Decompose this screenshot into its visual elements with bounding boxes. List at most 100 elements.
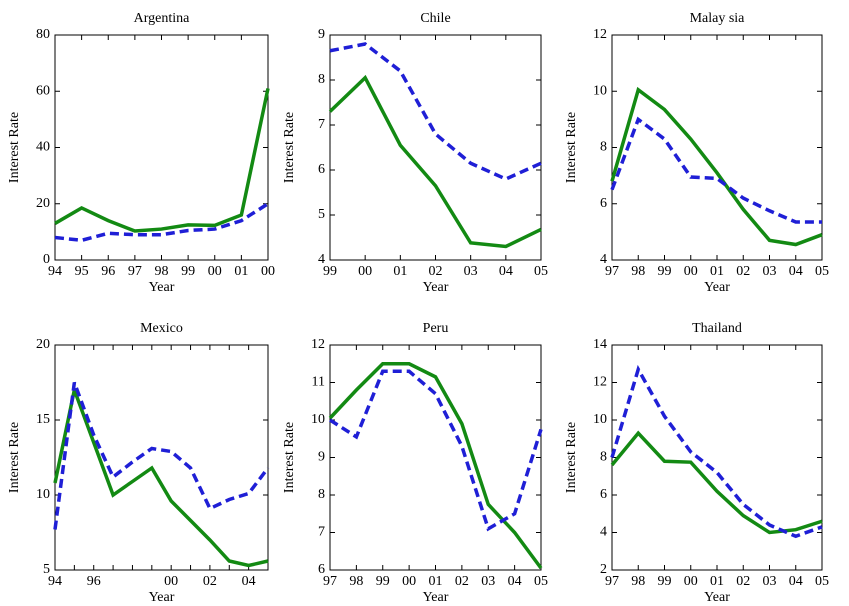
x-axis-label: Year <box>704 280 730 295</box>
plot-frame <box>329 34 542 261</box>
series-line <box>328 74 542 249</box>
y-tick-label: 8 <box>318 72 325 87</box>
x-tick-label: 94 <box>48 574 62 589</box>
series-line <box>610 86 823 247</box>
y-tick-label: 12 <box>593 375 607 390</box>
x-tick-label: 03 <box>464 264 478 279</box>
x-axis-label: Year <box>149 590 175 605</box>
y-tick-label: 4 <box>600 252 607 267</box>
x-tick-label: 03 <box>763 264 777 279</box>
y-tick-label: 10 <box>593 412 607 427</box>
x-tick-label: 98 <box>349 574 363 589</box>
y-tick-label: 9 <box>318 450 325 465</box>
x-tick-label: 97 <box>323 574 337 589</box>
x-tick-label: 02 <box>736 264 750 279</box>
x-tick-label: 04 <box>499 264 513 279</box>
x-tick-label: 99 <box>323 264 337 279</box>
x-tick-label: 95 <box>75 264 89 279</box>
x-tick-label: 05 <box>534 574 548 589</box>
y-tick-label: 20 <box>36 337 50 352</box>
y-tick-label: 6 <box>318 562 325 577</box>
chart-title: Thailand <box>692 321 742 336</box>
x-tick-label: 04 <box>242 574 256 589</box>
y-tick-label: 7 <box>318 117 325 132</box>
x-tick-label: 01 <box>429 574 443 589</box>
x-tick-label: 03 <box>481 574 495 589</box>
x-tick-label: 00 <box>208 264 222 279</box>
x-tick-label: 05 <box>815 574 829 589</box>
x-tick-label: 01 <box>234 264 248 279</box>
x-tick-label: 97 <box>605 574 619 589</box>
chart-title: Mexico <box>140 321 183 336</box>
chart-title: Argentina <box>134 11 191 26</box>
y-axis-label: Interest Rate <box>564 422 579 493</box>
x-tick-label: 01 <box>710 574 724 589</box>
y-tick-label: 8 <box>600 450 607 465</box>
x-tick-label: 99 <box>658 264 672 279</box>
y-tick-label: 4 <box>600 525 607 540</box>
y-tick-label: 20 <box>36 196 50 211</box>
y-tick-label: 80 <box>36 27 50 42</box>
x-tick-label: 97 <box>128 264 142 279</box>
x-tick-label: 94 <box>48 264 62 279</box>
y-tick-label: 11 <box>312 375 325 390</box>
y-tick-label: 5 <box>318 207 325 222</box>
x-tick-label: 00 <box>164 574 178 589</box>
x-tick-label: 02 <box>736 574 750 589</box>
series-line <box>610 430 823 535</box>
series-line <box>610 364 823 539</box>
y-tick-label: 10 <box>593 83 607 98</box>
x-tick-label: 02 <box>203 574 217 589</box>
y-tick-label: 0 <box>43 252 50 267</box>
x-tick-label: 00 <box>684 574 698 589</box>
series-line <box>53 383 269 568</box>
x-tick-label: 99 <box>376 574 390 589</box>
chart-title: Peru <box>423 321 449 336</box>
y-tick-label: 60 <box>36 83 50 98</box>
x-tick-label: 00 <box>684 264 698 279</box>
y-tick-label: 15 <box>36 412 50 427</box>
y-tick-label: 10 <box>311 412 325 427</box>
y-tick-label: 5 <box>43 562 50 577</box>
x-axis-label: Year <box>423 590 449 605</box>
y-tick-label: 2 <box>600 562 607 577</box>
x-tick-label: 96 <box>87 574 101 589</box>
x-tick-label: 04 <box>789 574 803 589</box>
chart-title: Malay sia <box>690 11 746 26</box>
x-tick-label: 98 <box>631 574 645 589</box>
x-tick-label: 99 <box>658 574 672 589</box>
x-tick-label: 99 <box>181 264 195 279</box>
y-axis-label: Interest Rate <box>282 112 297 183</box>
plot-frame <box>54 34 269 261</box>
x-tick-label: 98 <box>631 264 645 279</box>
x-tick-label: 97 <box>605 264 619 279</box>
y-tick-label: 4 <box>318 252 325 267</box>
series-line <box>329 369 543 532</box>
y-tick-label: 12 <box>311 337 325 352</box>
x-tick-label: 05 <box>534 264 548 279</box>
x-tick-label: 05 <box>815 264 829 279</box>
x-tick-label: 00 <box>402 574 416 589</box>
y-axis-label: Interest Rate <box>7 112 22 183</box>
x-tick-label: 00 <box>261 264 275 279</box>
x-tick-label: 01 <box>393 264 407 279</box>
y-tick-label: 6 <box>318 162 325 177</box>
x-tick-label: 02 <box>455 574 469 589</box>
y-axis-label: Interest Rate <box>7 422 22 493</box>
y-tick-label: 8 <box>318 487 325 502</box>
plot-frame <box>611 34 823 261</box>
y-axis-label: Interest Rate <box>564 112 579 183</box>
x-tick-label: 98 <box>155 264 169 279</box>
x-tick-label: 01 <box>710 264 724 279</box>
x-axis-label: Year <box>704 590 730 605</box>
y-axis-label: Interest Rate <box>282 422 297 493</box>
series-line <box>54 202 269 243</box>
series-line <box>53 381 270 530</box>
x-tick-label: 02 <box>429 264 443 279</box>
y-tick-label: 6 <box>600 487 607 502</box>
x-tick-label: 96 <box>101 264 115 279</box>
y-tick-label: 10 <box>36 487 50 502</box>
x-tick-label: 04 <box>789 264 803 279</box>
y-tick-label: 7 <box>318 525 325 540</box>
